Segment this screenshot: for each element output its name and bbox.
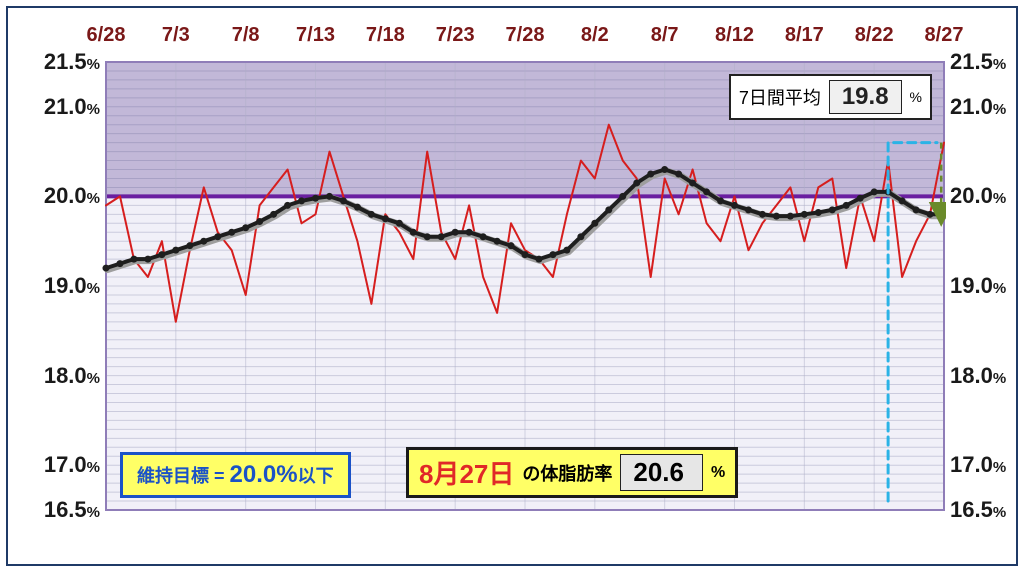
y-tick-label: 17.0% (950, 452, 1006, 478)
target-value: 20.0% (230, 461, 298, 488)
date-label: 8月27日 (419, 454, 514, 491)
overlay-container: 7日間平均 19.8% 維持目標 = 20.0%以下 8月27日の体脂肪率 20.6% (106, 62, 944, 510)
seven-day-average-box: 7日間平均 19.8% (729, 74, 932, 120)
date-unit: % (711, 464, 725, 482)
avg-value: 19.8 (829, 80, 902, 114)
target-prefix: 維持目標 = (137, 466, 230, 486)
target-suffix: 以下 (298, 466, 334, 486)
date-value-box: 8月27日の体脂肪率 20.6% (406, 447, 738, 498)
y-tick-label: 21.5% (950, 49, 1006, 75)
y-axis-right: 21.5% 21.0% 20.0% 19.0% 18.0% 17.0% 16.5% (946, 0, 1016, 572)
avg-unit: % (910, 89, 922, 105)
y-tick-label: 21.0% (950, 94, 1006, 120)
y-tick-label: 16.5% (950, 497, 1006, 523)
y-tick-label: 18.0% (950, 363, 1006, 389)
y-tick-label: 19.0% (950, 273, 1006, 299)
target-box: 維持目標 = 20.0%以下 (120, 452, 351, 498)
date-value: 20.6 (620, 454, 703, 491)
date-metric-label: の体脂肪率 (522, 460, 612, 486)
avg-label: 7日間平均 (739, 84, 821, 110)
y-tick-label: 20.0% (950, 183, 1006, 209)
